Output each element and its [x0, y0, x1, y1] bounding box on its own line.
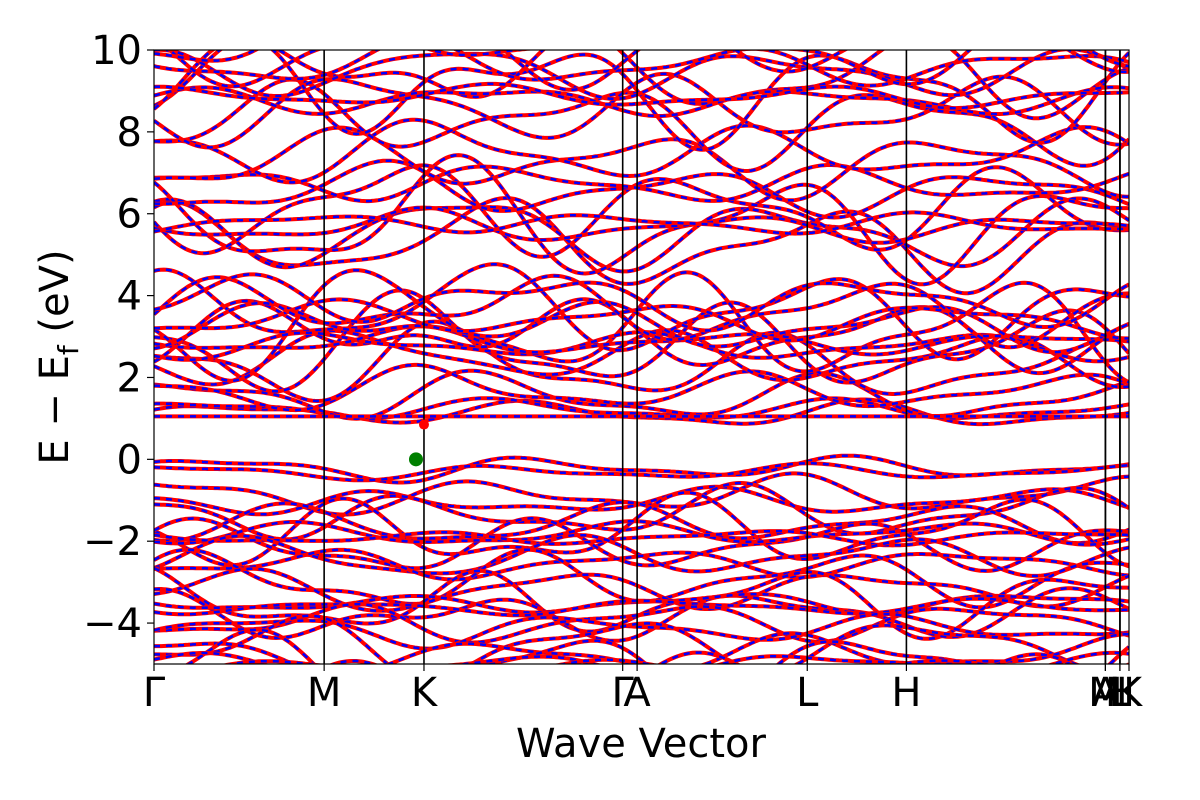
conduction-band-red-110 [154, 210, 1129, 236]
y-axis-label: E − Ef (eV) [32, 249, 85, 464]
valence-band-blue-106 [154, 567, 1129, 613]
valence-band-blue-105 [154, 548, 1129, 581]
y-tick-label: −2 [83, 519, 142, 565]
conduction-band-blue-101 [154, 363, 1129, 412]
y-tick-label: −4 [83, 601, 142, 647]
y-tick-label: 2 [117, 355, 142, 401]
x-tick-label: A [1092, 670, 1120, 716]
conduction-band-blue-108 [154, 197, 1129, 273]
conduction-band-blue-102 [154, 328, 1129, 389]
valence-band-blue-3 [154, 491, 1129, 568]
conduction-band-blue-15 [154, 85, 1129, 118]
valence-band-blue-4 [154, 520, 1129, 546]
valence-band-blue-104 [154, 529, 1129, 547]
high-symmetry-lines [323, 50, 1121, 664]
y-axis-label-main: E − E [32, 355, 78, 465]
conduction-band-blue-11 [154, 159, 1129, 219]
conduction-band-blue-112 [154, 118, 1129, 184]
conduction-band-blue-2 [154, 320, 1129, 403]
conduction-band-blue-110 [154, 211, 1129, 235]
x-tick-label: M [307, 670, 342, 716]
y-tick-label: 6 [117, 192, 142, 238]
x-tick-label: Γ [143, 670, 166, 716]
conduction-band-blue-7 [154, 274, 1129, 349]
vbm-marker [408, 452, 423, 467]
x-tick-label: L [796, 670, 819, 716]
plot-frame [153, 49, 1130, 665]
conduction-band-blue-105 [154, 325, 1129, 356]
conduction-band-red-111 [154, 163, 1129, 204]
conduction-band-blue-107 [154, 273, 1129, 332]
y-axis: −4 −2 0 2 4 6 8 10 [83, 28, 154, 647]
y-tick-label: 8 [117, 110, 142, 156]
conduction-band-blue-114 [154, 50, 1129, 120]
x-tick-label: M [1088, 670, 1123, 716]
x-tick-label: H [891, 670, 921, 716]
valence-band-blue-108 [154, 597, 1129, 617]
band-lines [154, 50, 1129, 664]
conduction-band-blue-3 [154, 289, 1129, 393]
conduction-band-blue-16 [154, 50, 1129, 101]
conduction-band-blue-8 [154, 196, 1129, 295]
x-tick-label: K [411, 670, 439, 716]
y-axis-label-unit: (eV) [32, 249, 78, 345]
valence-band-blue-11 [186, 628, 1129, 664]
valence-band-red-9 [154, 602, 1129, 645]
x-tick-label: A [623, 670, 651, 716]
conduction-band-blue-109 [154, 164, 1129, 259]
conduction-band-blue-116 [154, 50, 1129, 87]
band-edge-markers [408, 419, 429, 467]
conduction-band-red-112 [154, 117, 1129, 185]
conduction-band-blue-104 [154, 262, 1129, 361]
y-tick-label: 0 [117, 437, 142, 483]
x-tick-label: H [1105, 670, 1135, 716]
valence-band-blue-2 [154, 481, 1129, 541]
valence-band-blue-109 [154, 612, 1129, 650]
valence-band-blue-0 [154, 454, 1129, 484]
y-tick-label: 4 [117, 274, 142, 320]
valence-band-blue-100 [154, 462, 1129, 482]
valence-band-red-0 [154, 453, 1129, 485]
conduction-band-blue-1 [154, 369, 1129, 420]
cbm-marker [418, 419, 429, 430]
x-tick-label: Γ [612, 670, 635, 716]
y-axis-label-subscript: f [52, 344, 85, 355]
conduction-band-red-17 [166, 50, 1129, 92]
x-axis-label: Wave Vector [516, 721, 767, 767]
y-tick-label: 10 [91, 28, 142, 74]
conduction-band-blue-115 [154, 82, 1129, 110]
x-tick-label: K [1116, 670, 1144, 716]
valence-band-blue-7 [154, 566, 1129, 641]
valence-band-blue-112 [225, 658, 988, 664]
conduction-band-blue-113 [154, 72, 1129, 149]
conduction-band-blue-9 [154, 153, 1129, 286]
valence-band-blue-10 [154, 614, 1129, 664]
x-tick-label: L [1109, 670, 1132, 716]
conduction-band-blue-12 [154, 126, 1129, 202]
